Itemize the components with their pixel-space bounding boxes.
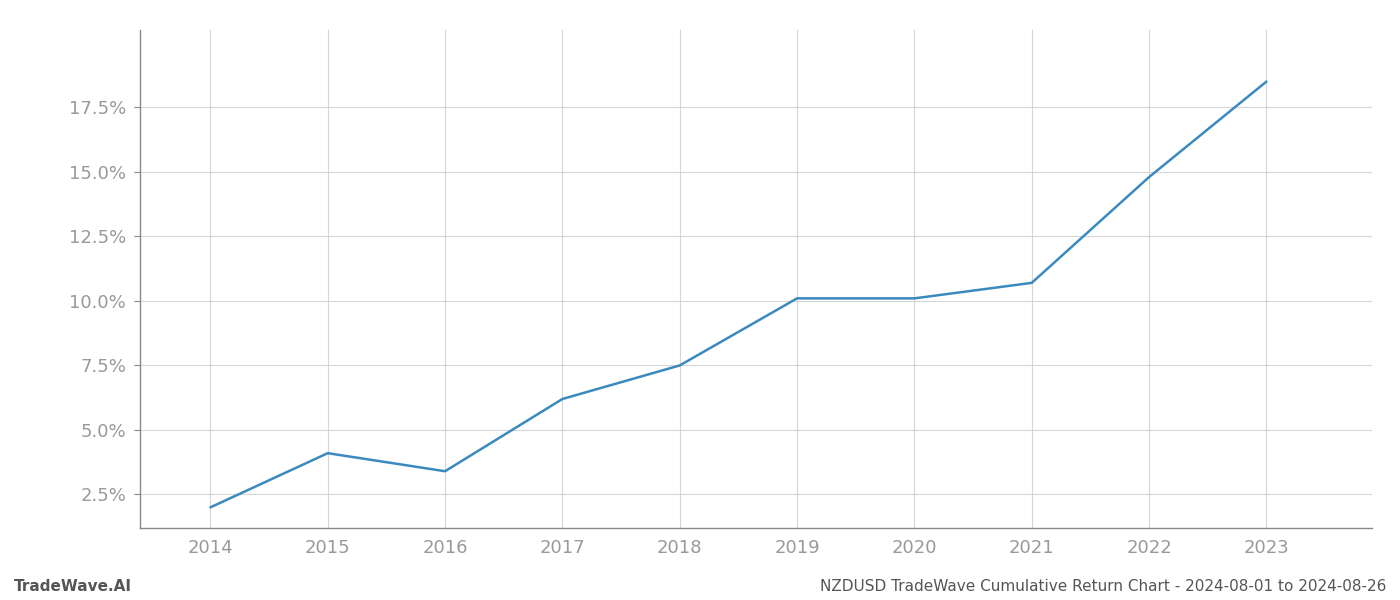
Text: TradeWave.AI: TradeWave.AI [14, 579, 132, 594]
Text: NZDUSD TradeWave Cumulative Return Chart - 2024-08-01 to 2024-08-26: NZDUSD TradeWave Cumulative Return Chart… [819, 579, 1386, 594]
